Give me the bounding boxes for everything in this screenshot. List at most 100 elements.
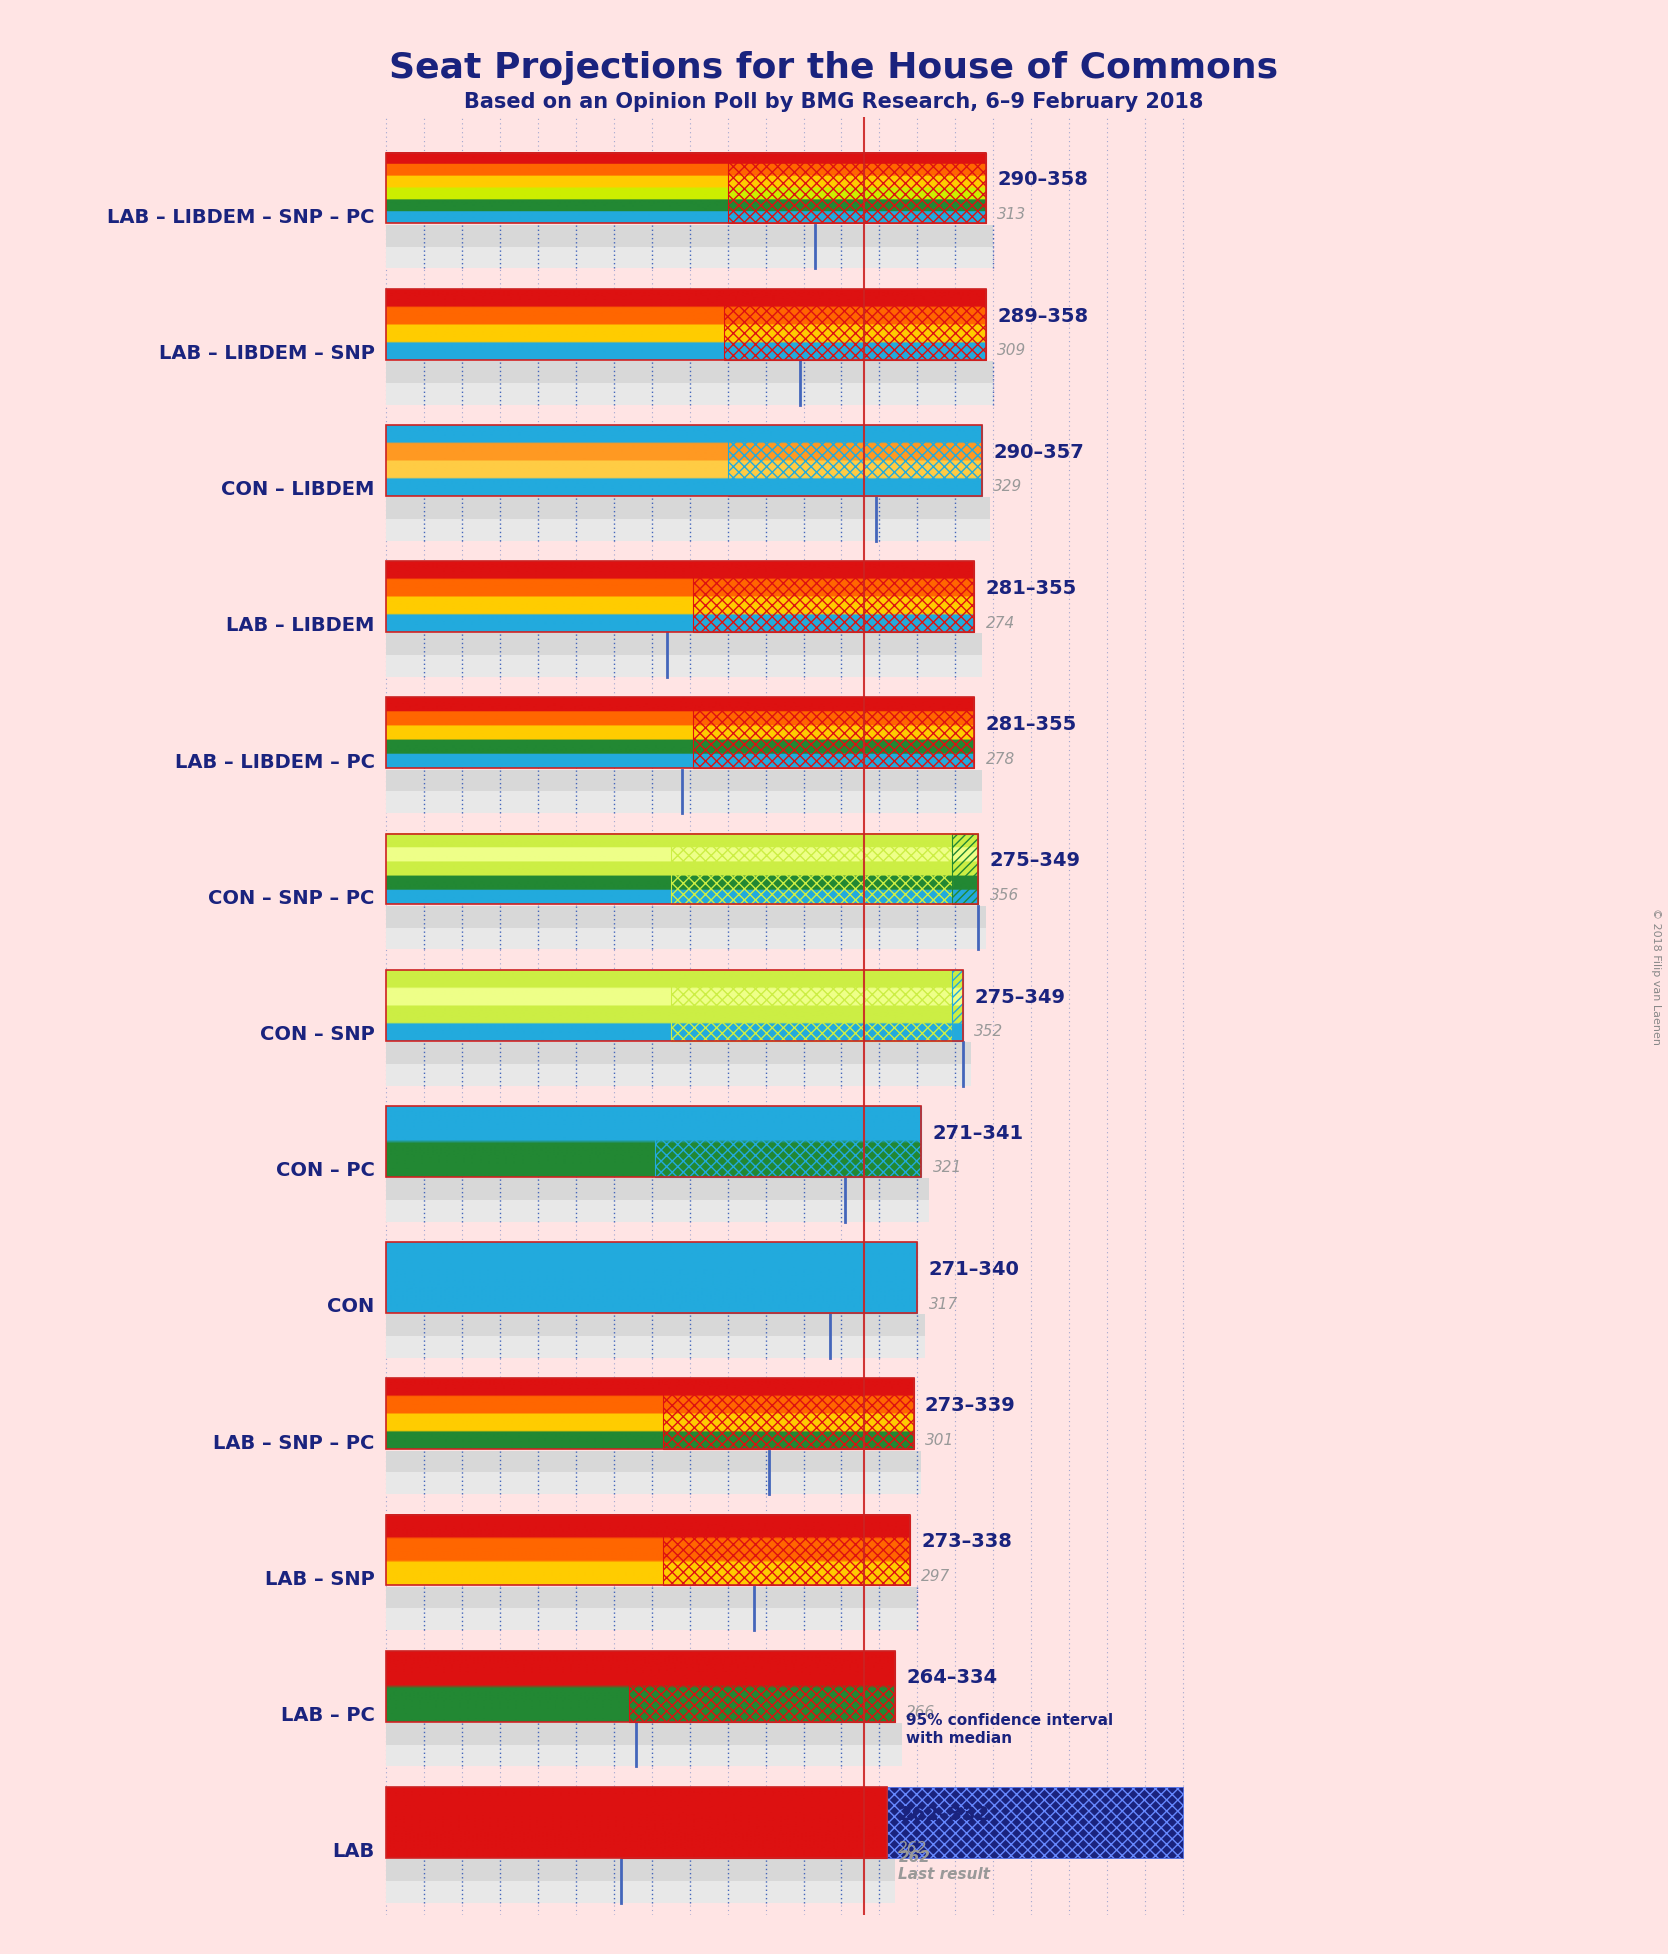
Text: 329: 329: [994, 479, 1022, 494]
Bar: [724, 289, 986, 360]
Text: 274: 274: [986, 616, 1016, 631]
Text: LAB – LIBDEM: LAB – LIBDEM: [227, 616, 375, 635]
Text: LAB – PC: LAB – PC: [280, 1706, 375, 1725]
Text: 95% confidence interval
with median: 95% confidence interval with median: [906, 1714, 1113, 1745]
Bar: [727, 426, 982, 496]
Bar: [385, 1378, 914, 1450]
Bar: [671, 834, 951, 905]
Text: 273–339: 273–339: [926, 1395, 1016, 1415]
Bar: [694, 561, 974, 631]
Text: 281–355: 281–355: [986, 578, 1078, 598]
Text: 262
Last result: 262 Last result: [899, 1850, 991, 1882]
Bar: [671, 969, 951, 1041]
Text: 301: 301: [926, 1432, 954, 1448]
Text: CON – PC: CON – PC: [275, 1161, 375, 1180]
Bar: [385, 1200, 929, 1221]
Bar: [727, 152, 986, 223]
Bar: [664, 1378, 914, 1450]
Bar: [620, 1786, 887, 1858]
Text: 278: 278: [986, 752, 1016, 766]
Bar: [385, 834, 977, 905]
Text: 281–355: 281–355: [986, 715, 1078, 735]
Bar: [385, 383, 994, 404]
Text: 289–358: 289–358: [997, 307, 1088, 326]
Bar: [385, 1786, 887, 1858]
Bar: [385, 1587, 917, 1608]
Bar: [385, 1471, 921, 1495]
Bar: [664, 1514, 909, 1585]
Bar: [385, 1651, 894, 1721]
Text: 297: 297: [921, 1569, 951, 1585]
Bar: [629, 1651, 894, 1721]
Bar: [656, 1106, 921, 1176]
Text: LAB – LIBDEM – SNP: LAB – LIBDEM – SNP: [158, 344, 375, 363]
Bar: [385, 289, 986, 360]
Bar: [887, 1786, 1183, 1858]
Text: 313: 313: [997, 207, 1026, 223]
Text: 262–332: 262–332: [899, 1805, 989, 1823]
Text: 273–338: 273–338: [921, 1532, 1012, 1551]
Text: 317: 317: [929, 1297, 957, 1311]
Text: CON – LIBDEM: CON – LIBDEM: [222, 481, 375, 498]
Bar: [385, 561, 974, 631]
Bar: [385, 246, 994, 268]
Bar: [385, 969, 962, 1041]
Bar: [694, 698, 974, 768]
Text: Based on an Opinion Poll by BMG Research, 6–9 February 2018: Based on an Opinion Poll by BMG Research…: [464, 92, 1204, 111]
Bar: [385, 496, 989, 520]
Text: 309: 309: [997, 344, 1026, 358]
Bar: [385, 1723, 902, 1745]
Text: 262: 262: [899, 1841, 927, 1856]
Text: 271–341: 271–341: [932, 1124, 1024, 1143]
Bar: [385, 1858, 894, 1882]
Text: LAB – SNP: LAB – SNP: [265, 1569, 375, 1589]
Text: CON: CON: [327, 1297, 375, 1317]
Bar: [385, 225, 994, 246]
Bar: [385, 907, 986, 928]
Bar: [385, 361, 994, 383]
Text: 352: 352: [974, 1024, 1004, 1040]
Bar: [385, 520, 989, 541]
Text: 275–349: 275–349: [974, 987, 1066, 1006]
Text: CON – SNP – PC: CON – SNP – PC: [208, 889, 375, 909]
Bar: [385, 426, 982, 496]
Bar: [385, 1450, 921, 1471]
Text: LAB: LAB: [332, 1843, 375, 1860]
Bar: [385, 1041, 971, 1063]
Bar: [385, 1337, 926, 1358]
Bar: [385, 698, 974, 768]
Bar: [385, 1745, 902, 1766]
Bar: [385, 1315, 926, 1337]
Bar: [385, 152, 986, 223]
Bar: [385, 633, 982, 655]
Text: 290–358: 290–358: [997, 170, 1088, 190]
Text: 264–334: 264–334: [906, 1669, 997, 1688]
Bar: [385, 655, 982, 676]
Text: 275–349: 275–349: [989, 852, 1081, 870]
Text: CON – SNP: CON – SNP: [260, 1026, 375, 1043]
Text: LAB – LIBDEM – SNP – PC: LAB – LIBDEM – SNP – PC: [107, 207, 375, 227]
Bar: [385, 1106, 921, 1176]
Text: 266: 266: [906, 1706, 936, 1720]
Bar: [887, 1786, 1183, 1858]
Bar: [385, 1243, 917, 1313]
Bar: [385, 1063, 971, 1086]
Text: 290–357: 290–357: [994, 444, 1084, 461]
Bar: [385, 1608, 917, 1630]
Bar: [385, 1178, 929, 1200]
Text: 321: 321: [932, 1161, 962, 1176]
Bar: [951, 969, 962, 1041]
Text: LAB – LIBDEM – PC: LAB – LIBDEM – PC: [175, 752, 375, 772]
Bar: [385, 1514, 909, 1585]
Bar: [656, 1243, 917, 1313]
Bar: [385, 928, 986, 950]
Bar: [385, 1882, 894, 1903]
Text: 356: 356: [989, 887, 1019, 903]
Text: © 2018 Filip van Laenen: © 2018 Filip van Laenen: [1651, 909, 1661, 1045]
Text: 271–340: 271–340: [929, 1260, 1019, 1278]
Bar: [951, 834, 977, 905]
Bar: [385, 791, 982, 813]
Text: LAB – SNP – PC: LAB – SNP – PC: [214, 1434, 375, 1452]
Bar: [385, 770, 982, 791]
Text: Seat Projections for the House of Commons: Seat Projections for the House of Common…: [389, 51, 1279, 86]
